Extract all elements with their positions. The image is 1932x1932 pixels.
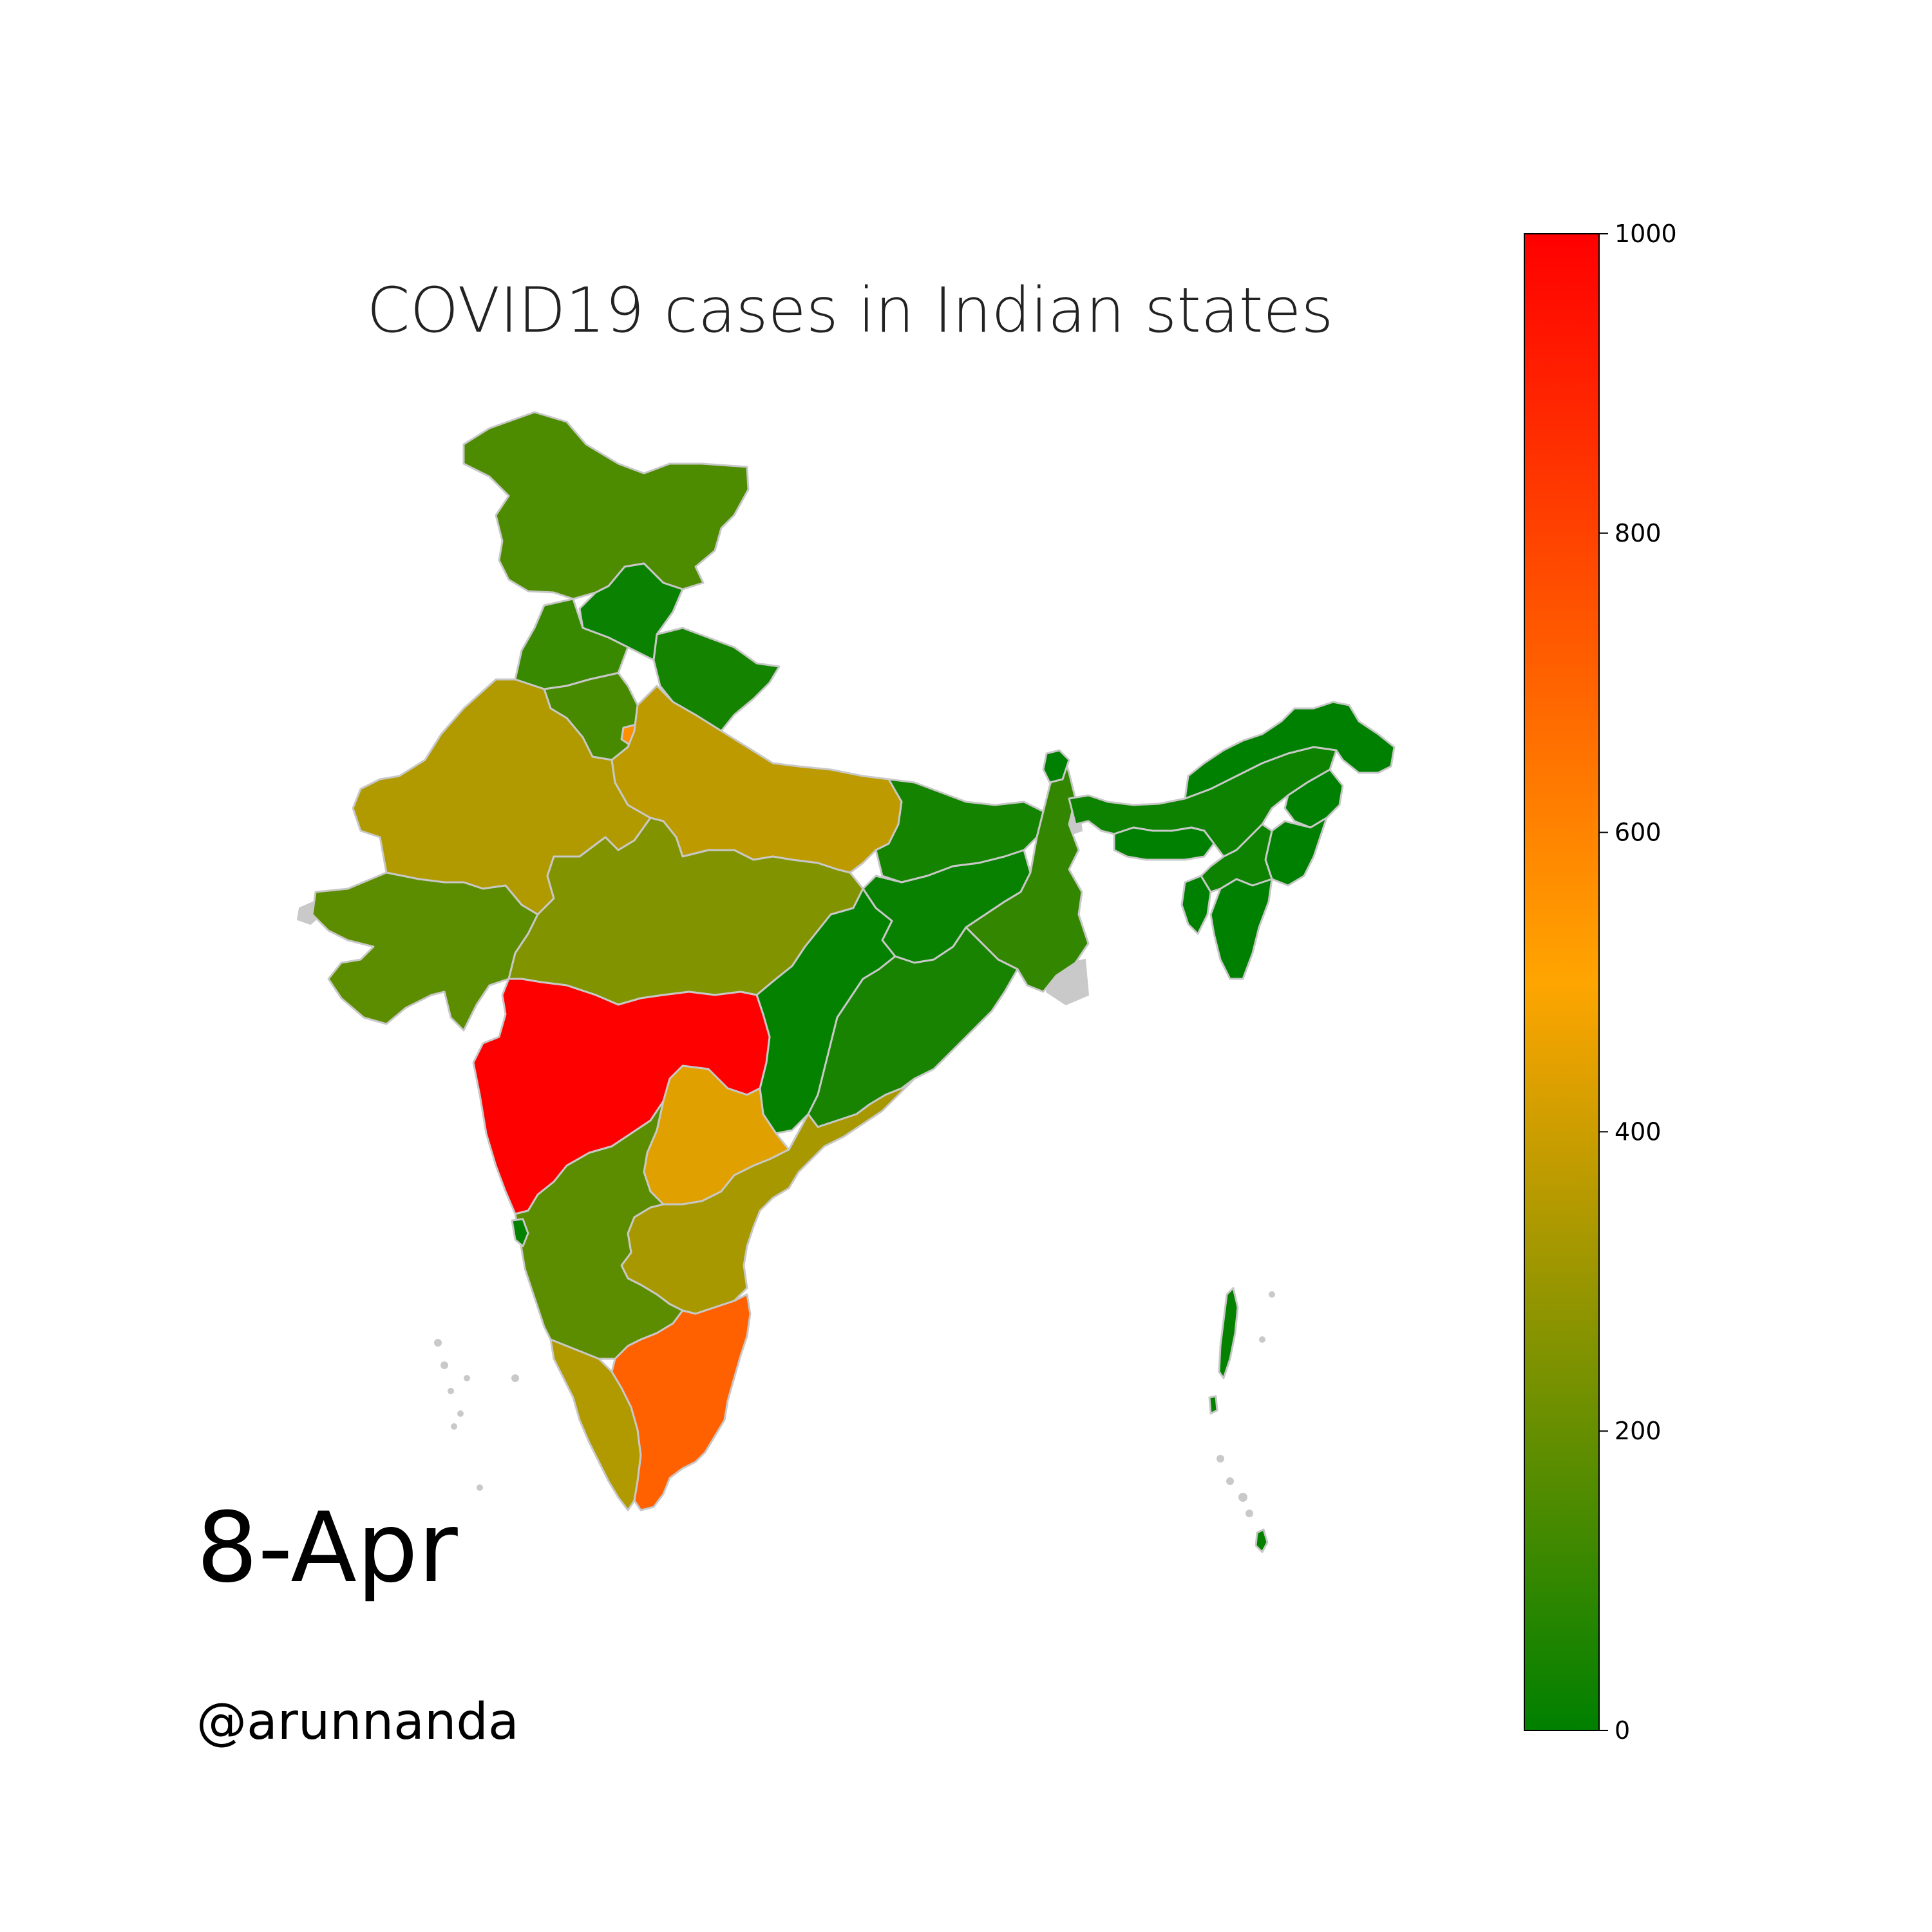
region-andaman-little [1208,1395,1218,1415]
colorbar-tick-label: 400 [1615,1117,1662,1146]
region-tamil-nadu [611,1293,752,1511]
colorbar-tick-label: 800 [1615,519,1662,547]
date-label: 8-Apr [196,1492,458,1604]
india-map [296,411,1396,1553]
region-nagaland [1283,768,1344,829]
colorbar-gradient [1524,233,1600,1731]
island-dot [1269,1291,1275,1298]
region-arunachal [1184,701,1396,800]
island-dot [1226,1477,1234,1485]
island-dot [457,1410,464,1417]
island-dot [440,1361,448,1369]
island-dot [1245,1510,1253,1517]
island-dot [434,1339,442,1347]
colorbar-tick-label: 0 [1615,1716,1630,1745]
region-meghalaya [1113,826,1215,861]
island-dot [448,1388,454,1394]
credit-handle: @arunnanda [196,1693,519,1751]
region-assam-south [1200,823,1273,893]
region-jammu-kashmir [462,411,750,600]
region-andaman-islands [1218,1287,1239,1379]
region-manipur [1264,817,1328,887]
region-nicobar-great [1255,1528,1269,1553]
map-title: COVID19 cases in Indian states [367,274,1334,346]
region-sikkim [1042,749,1070,784]
nicobar-islands-grey [1217,1291,1275,1517]
island-dot [477,1484,483,1491]
colorbar-ticks: 0 200 400 600 800 1000 [1599,220,1677,1745]
island-dot [1259,1336,1265,1343]
region-mizoram [1209,878,1273,980]
region-gujarat [311,871,539,1032]
island-dot [464,1375,470,1381]
region-goa [511,1218,529,1247]
island-dot [451,1423,457,1430]
island-dot [1217,1455,1224,1463]
island-dot [1238,1493,1247,1502]
colorbar-tick-label: 200 [1615,1417,1662,1445]
colorbar-tick-label: 600 [1615,819,1662,847]
lakshadweep-islands [434,1339,519,1491]
colorbar-tick-label: 1000 [1615,220,1677,248]
island-dot [511,1374,519,1382]
colorbar: 0 200 400 600 800 1000 [1524,220,1677,1745]
